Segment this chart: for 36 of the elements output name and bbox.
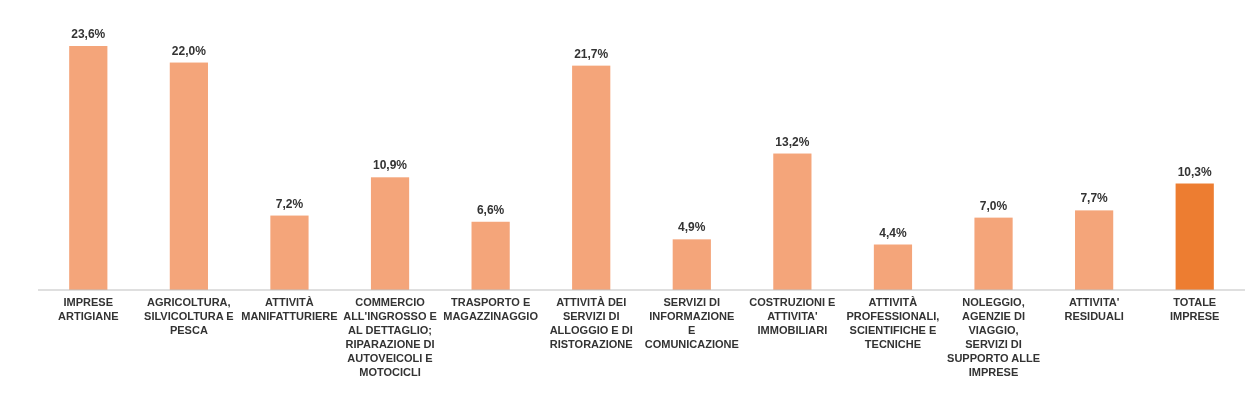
x-tick-label: ATTIVITÀ PROFESSIONALI, SCIENTIFICHE E TECNICHE <box>846 296 940 350</box>
bar <box>572 65 611 290</box>
x-tick-label: COSTRUZIONI E ATTIVITA' IMMOBILIARI <box>749 296 836 336</box>
data-label: 7,2% <box>275 196 304 211</box>
data-label: 6,6% <box>476 202 505 217</box>
bar <box>773 153 812 290</box>
x-tick-label: ATTIVITÀ MANIFATTURIERE <box>241 296 338 322</box>
data-label: 4,4% <box>879 225 907 240</box>
bar <box>873 244 913 290</box>
data-label: 7,7% <box>1080 191 1109 206</box>
bar <box>1175 183 1214 290</box>
x-tick-label: TOTALE IMPRESE <box>1169 296 1220 322</box>
bar <box>974 217 1013 290</box>
data-label: 4,9% <box>678 220 706 235</box>
data-label: 22,0% <box>171 43 207 58</box>
bar <box>270 215 309 290</box>
bar <box>370 177 410 290</box>
x-tick-label: AGRICOLTURA, SILVICOLTURA E PESCA <box>144 296 234 336</box>
bar <box>471 221 510 290</box>
data-label: 23,6% <box>71 27 106 41</box>
x-tick-label: SERVIZI DI INFORMAZIONE E COMUNICAZIONE <box>644 296 739 350</box>
data-label: 10,9% <box>373 158 408 173</box>
bar <box>672 239 711 290</box>
x-tick-label: TRASPORTO E MAGAZZINAGGIO <box>443 296 539 322</box>
data-label: 21,7% <box>574 46 609 61</box>
data-label: 13,2% <box>775 134 810 149</box>
data-label: 7,0% <box>979 198 1008 213</box>
x-tick-label: NOLEGGIO, AGENZIE DI VIAGGIO, SERVIZI DI SUPPORTO ALLE IMPRESE <box>947 296 1040 378</box>
x-tick-label: IMPRESE ARTIGIANE <box>58 296 119 322</box>
x-tick-label: ATTIVITÀ DEI SERVIZI DI ALLOGGIO E DI RISTORAZIONE <box>549 296 633 350</box>
x-tick-label: ATTIVITA' RESIDUALI <box>1064 296 1124 322</box>
bar <box>1075 210 1114 290</box>
x-tick-label: COMMERCIO ALL'INGROSSO E AL DETTAGLIO; RIPARAZIONE DI AUTOVEICOLI E MOTOCICLI <box>343 296 437 378</box>
bar <box>169 62 208 290</box>
data-label: 10,3% <box>1177 164 1213 179</box>
bar <box>69 46 108 290</box>
